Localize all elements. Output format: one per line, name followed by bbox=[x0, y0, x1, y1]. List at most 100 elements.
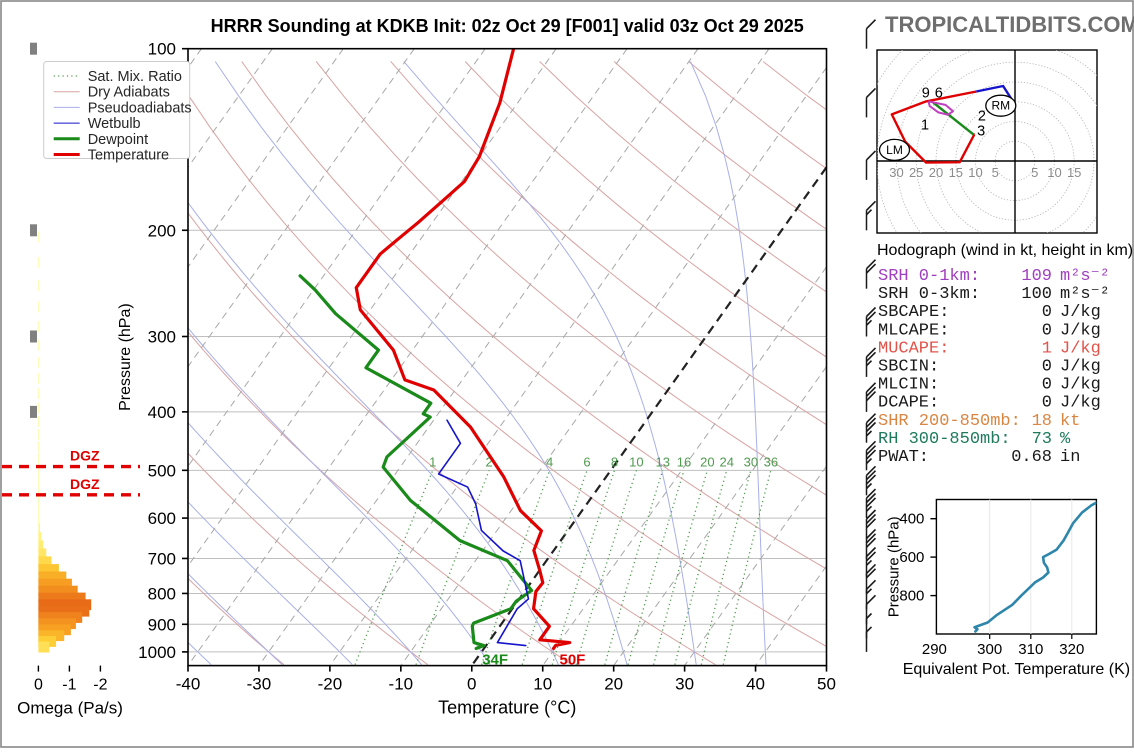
svg-text:%: % bbox=[1060, 430, 1071, 449]
svg-text:400: 400 bbox=[899, 511, 924, 528]
svg-text:100: 100 bbox=[1021, 285, 1052, 304]
svg-text:800: 800 bbox=[148, 584, 176, 603]
svg-text:-2: -2 bbox=[93, 677, 107, 694]
svg-text:J/kg: J/kg bbox=[1060, 376, 1101, 395]
svg-text:J/kg: J/kg bbox=[1060, 303, 1101, 322]
svg-text:25: 25 bbox=[909, 165, 923, 180]
svg-text:600: 600 bbox=[899, 549, 924, 566]
svg-text:1: 1 bbox=[429, 454, 436, 469]
svg-text:Dewpoint: Dewpoint bbox=[88, 132, 148, 148]
svg-text:Wetbulb: Wetbulb bbox=[88, 116, 141, 132]
svg-text:0.68: 0.68 bbox=[1011, 448, 1052, 467]
svg-text:310: 310 bbox=[1018, 641, 1043, 658]
svg-text:5: 5 bbox=[1031, 165, 1038, 180]
svg-text:10: 10 bbox=[533, 675, 552, 694]
svg-text:0: 0 bbox=[34, 677, 43, 694]
svg-text:0: 0 bbox=[1042, 321, 1052, 340]
svg-text:200: 200 bbox=[148, 221, 176, 240]
svg-text:0: 0 bbox=[1042, 394, 1052, 413]
svg-text:700: 700 bbox=[148, 549, 176, 568]
svg-text:290: 290 bbox=[922, 641, 947, 658]
svg-text:-40: -40 bbox=[176, 675, 201, 694]
svg-text:RM: RM bbox=[991, 99, 1010, 113]
svg-text:J/kg: J/kg bbox=[1060, 321, 1101, 340]
svg-text:MLCAPE:: MLCAPE: bbox=[878, 321, 949, 340]
svg-text:15: 15 bbox=[1067, 165, 1081, 180]
svg-text:20: 20 bbox=[700, 454, 714, 469]
svg-text:8: 8 bbox=[611, 454, 618, 469]
svg-text:Pseudoadiabats: Pseudoadiabats bbox=[88, 100, 192, 116]
svg-text:109: 109 bbox=[1021, 267, 1052, 286]
svg-text:0: 0 bbox=[467, 675, 476, 694]
svg-text:DGZ: DGZ bbox=[70, 448, 100, 464]
svg-text:-1: -1 bbox=[62, 677, 76, 694]
svg-text:10: 10 bbox=[968, 165, 982, 180]
svg-text:20: 20 bbox=[604, 675, 623, 694]
svg-text:300: 300 bbox=[977, 641, 1002, 658]
svg-text:24: 24 bbox=[720, 454, 734, 469]
svg-text:1: 1 bbox=[1042, 339, 1052, 358]
svg-text:0: 0 bbox=[1042, 303, 1052, 322]
svg-text:MLCIN:: MLCIN: bbox=[878, 376, 939, 395]
svg-text:Hodograph (wind in kt, height: Hodograph (wind in kt, height in km) bbox=[877, 242, 1133, 259]
svg-text:Temperature (°C): Temperature (°C) bbox=[438, 698, 576, 718]
svg-text:SRH 0-1km:: SRH 0-1km: bbox=[878, 267, 980, 286]
svg-text:0: 0 bbox=[1042, 358, 1052, 377]
svg-text:Equivalent Pot. Temperature (K: Equivalent Pot. Temperature (K) bbox=[903, 661, 1130, 678]
svg-text:MUCAPE:: MUCAPE: bbox=[878, 339, 949, 358]
svg-text:800: 800 bbox=[899, 588, 924, 605]
svg-text:-20: -20 bbox=[318, 675, 343, 694]
svg-text:300: 300 bbox=[148, 328, 176, 347]
svg-text:20: 20 bbox=[929, 165, 943, 180]
svg-text:SBCAPE:: SBCAPE: bbox=[878, 303, 949, 322]
svg-text:Dry Adiabats: Dry Adiabats bbox=[88, 85, 170, 101]
svg-text:320: 320 bbox=[1059, 641, 1084, 658]
svg-text:400: 400 bbox=[148, 403, 176, 422]
svg-text:-10: -10 bbox=[389, 675, 414, 694]
svg-text:30: 30 bbox=[889, 165, 903, 180]
svg-text:Pressure (hPa): Pressure (hPa) bbox=[117, 303, 134, 411]
svg-text:Omega (Pa/s): Omega (Pa/s) bbox=[17, 699, 123, 718]
svg-text:LM: LM bbox=[886, 143, 903, 157]
svg-text:10: 10 bbox=[1047, 165, 1061, 180]
svg-text:900: 900 bbox=[148, 615, 176, 634]
svg-text:m²s⁻²: m²s⁻² bbox=[1060, 267, 1110, 286]
svg-text:1: 1 bbox=[921, 117, 929, 133]
svg-text:kt: kt bbox=[1060, 412, 1080, 431]
svg-text:600: 600 bbox=[148, 509, 176, 528]
svg-text:TROPICALTIDBITS.COM: TROPICALTIDBITS.COM bbox=[885, 12, 1134, 37]
svg-text:Sat. Mix. Ratio: Sat. Mix. Ratio bbox=[88, 69, 182, 85]
svg-text:RH 300-850mb:: RH 300-850mb: bbox=[878, 430, 1011, 449]
svg-text:2: 2 bbox=[978, 108, 986, 124]
svg-text:3: 3 bbox=[977, 123, 985, 139]
svg-text:40: 40 bbox=[746, 675, 765, 694]
svg-text:1000: 1000 bbox=[138, 643, 176, 662]
svg-text:PWAT:: PWAT: bbox=[878, 448, 929, 467]
svg-text:5: 5 bbox=[992, 165, 999, 180]
svg-text:30: 30 bbox=[675, 675, 694, 694]
svg-text:30: 30 bbox=[744, 454, 758, 469]
svg-text:6: 6 bbox=[935, 85, 943, 101]
svg-text:16: 16 bbox=[677, 454, 691, 469]
svg-text:DGZ: DGZ bbox=[70, 476, 100, 492]
svg-text:J/kg: J/kg bbox=[1060, 358, 1101, 377]
svg-text:4: 4 bbox=[546, 454, 553, 469]
svg-text:100: 100 bbox=[148, 40, 176, 59]
svg-text:36: 36 bbox=[764, 454, 778, 469]
svg-text:73: 73 bbox=[1032, 430, 1052, 449]
svg-text:Temperature: Temperature bbox=[88, 148, 169, 164]
svg-text:m²s⁻²: m²s⁻² bbox=[1060, 285, 1110, 304]
svg-text:9: 9 bbox=[922, 85, 930, 101]
svg-text:6: 6 bbox=[583, 454, 590, 469]
svg-text:500: 500 bbox=[148, 461, 176, 480]
svg-text:15: 15 bbox=[949, 165, 963, 180]
svg-text:18: 18 bbox=[1032, 412, 1052, 431]
svg-text:SHR 200-850mb:: SHR 200-850mb: bbox=[878, 412, 1021, 431]
svg-text:SRH 0-3km:: SRH 0-3km: bbox=[878, 285, 980, 304]
svg-text:in: in bbox=[1060, 448, 1080, 467]
svg-text:DCAPE:: DCAPE: bbox=[878, 394, 939, 413]
svg-text:-30: -30 bbox=[247, 675, 272, 694]
svg-text:Pressure (hPa): Pressure (hPa) bbox=[885, 516, 902, 617]
svg-text:50: 50 bbox=[817, 675, 836, 694]
svg-text:SBCIN:: SBCIN: bbox=[878, 358, 939, 377]
